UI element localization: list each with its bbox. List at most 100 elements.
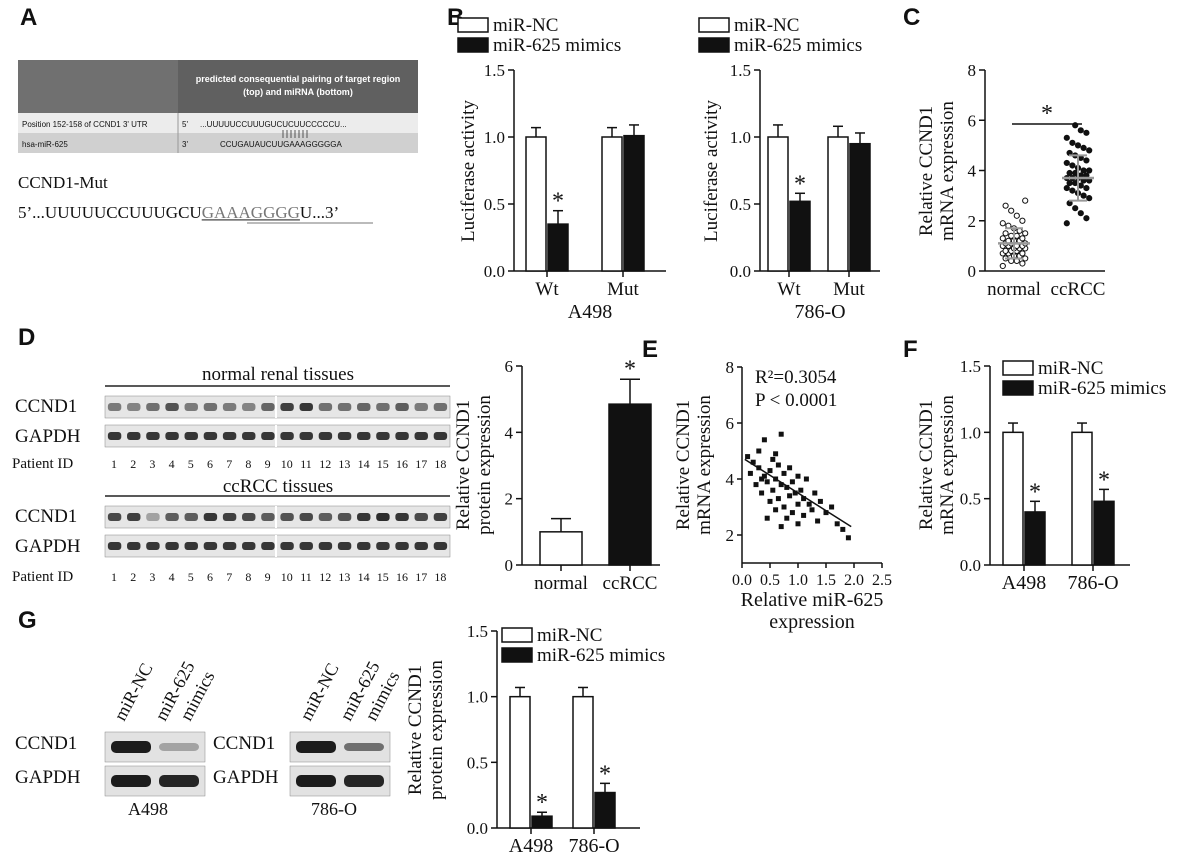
- blot-band: [414, 403, 428, 411]
- legend-label-mimics: miR-625 mimics: [493, 35, 621, 56]
- patient-id: 9: [265, 457, 271, 471]
- blot-band: [261, 403, 275, 411]
- blot-band: [261, 542, 275, 550]
- utr-5prime: 5': [182, 120, 188, 129]
- data-point: [1077, 127, 1084, 134]
- blot-band: [107, 542, 122, 550]
- data-point: [806, 501, 812, 507]
- y-tick-label: 8: [726, 358, 735, 377]
- blot-band: [414, 513, 428, 521]
- data-point: [1022, 255, 1029, 262]
- target-table-header-left: [18, 60, 178, 113]
- y-tick-label: 2: [968, 212, 977, 231]
- g-ccnd1-label-1: CCND1: [15, 733, 77, 754]
- legend-swatch-mimics: [457, 37, 489, 53]
- y-tick-label: 6: [968, 111, 977, 130]
- blot-band: [146, 542, 160, 550]
- blot-band: [337, 542, 352, 550]
- x-tick-label: 1.0: [788, 572, 808, 589]
- blot-band: [433, 403, 448, 411]
- bar-mir-625: [531, 815, 553, 829]
- significance-star: *: [599, 761, 611, 787]
- ccrcc-tissues-title: ccRCC tissues: [223, 476, 333, 497]
- mut-suffix: U...3’: [300, 203, 339, 222]
- data-point: [795, 521, 801, 527]
- blot-strip: [104, 505, 451, 529]
- patient-id-label-ccrcc: Patient ID: [12, 569, 73, 585]
- group-label: 786-O: [794, 301, 845, 323]
- data-point: [999, 262, 1006, 270]
- legend-label-mimics: miR-625 mimics: [734, 35, 862, 56]
- ccnd1-label-ccrcc: CCND1: [15, 506, 77, 527]
- patient-id: 4: [169, 457, 175, 471]
- data-point: [1072, 205, 1079, 212]
- bar-mir-nc: [1002, 431, 1024, 566]
- data-point: [1022, 230, 1029, 237]
- panel-label-d: D: [18, 324, 35, 351]
- bar-mir-625: [594, 791, 616, 829]
- data-point: [1063, 220, 1070, 227]
- patient-id: 6: [207, 570, 213, 584]
- data-point: [789, 479, 795, 485]
- blot-band: [395, 542, 409, 550]
- y-tick-label: 1.5: [730, 61, 751, 80]
- normal-tissues-title: normal renal tissues: [202, 364, 354, 385]
- blot-band: [242, 513, 256, 521]
- data-point: [787, 493, 793, 499]
- patient-id: 18: [434, 457, 446, 471]
- data-point: [1080, 192, 1087, 199]
- blot-band: [159, 743, 199, 751]
- patient-id: 1: [111, 457, 117, 471]
- data-point: [801, 496, 807, 502]
- bar-mir-625: [849, 142, 871, 272]
- blot-band: [146, 432, 160, 440]
- x-tick-label: ccRCC: [603, 573, 658, 594]
- data-point: [1074, 142, 1082, 149]
- data-point: [778, 482, 784, 488]
- mut-prefix: 5’...UUUUUCCUUUGCU: [18, 203, 202, 222]
- legend-label-nc: miR-NC: [493, 15, 558, 36]
- blot-band: [376, 403, 390, 411]
- patient-id: 3: [149, 457, 155, 471]
- data-point: [747, 470, 753, 476]
- data-point: [761, 437, 767, 443]
- y-tick-label: 1.5: [484, 61, 505, 80]
- significance-star: *: [552, 189, 564, 215]
- y-tick-label: 0.0: [484, 262, 505, 281]
- bar-mir-625: [789, 200, 811, 272]
- patient-id: 10: [281, 570, 293, 584]
- y-axis-label-line2: protein expression: [474, 395, 495, 535]
- patient-id: 1: [111, 570, 117, 584]
- patient-id: 13: [338, 570, 350, 584]
- blot-band: [261, 513, 275, 521]
- data-point: [1086, 147, 1093, 154]
- data-point: [1080, 144, 1087, 151]
- blot-band: [107, 432, 122, 440]
- data-point: [1008, 207, 1015, 214]
- y-axis-label: Luciferase activity: [701, 100, 722, 242]
- significance-star: *: [536, 790, 548, 816]
- blot-band: [165, 513, 179, 521]
- patient-id: 17: [415, 570, 427, 584]
- blot-band: [280, 432, 294, 440]
- y-tick-label: 4: [726, 470, 735, 489]
- y-tick-label: 1.5: [960, 357, 981, 376]
- data-point: [781, 470, 787, 476]
- significance-star: *: [624, 356, 636, 382]
- blot-band: [127, 403, 141, 411]
- data-point: [770, 456, 776, 462]
- data-point: [764, 479, 770, 485]
- target-table-header-line1: predicted consequential pairing of targe…: [196, 74, 401, 84]
- significance-star: *: [1041, 101, 1053, 127]
- legend-label-mimics: miR-625 mimics: [1038, 378, 1166, 399]
- bar-mir-625: [1024, 511, 1046, 566]
- data-point: [773, 451, 779, 457]
- blot-band: [376, 432, 390, 440]
- bar-mir-nc: [572, 695, 594, 829]
- data-point: [775, 496, 781, 502]
- ccnd1-label-normal: CCND1: [15, 396, 77, 417]
- y-axis-label-line1: Relative CCND1: [453, 400, 474, 530]
